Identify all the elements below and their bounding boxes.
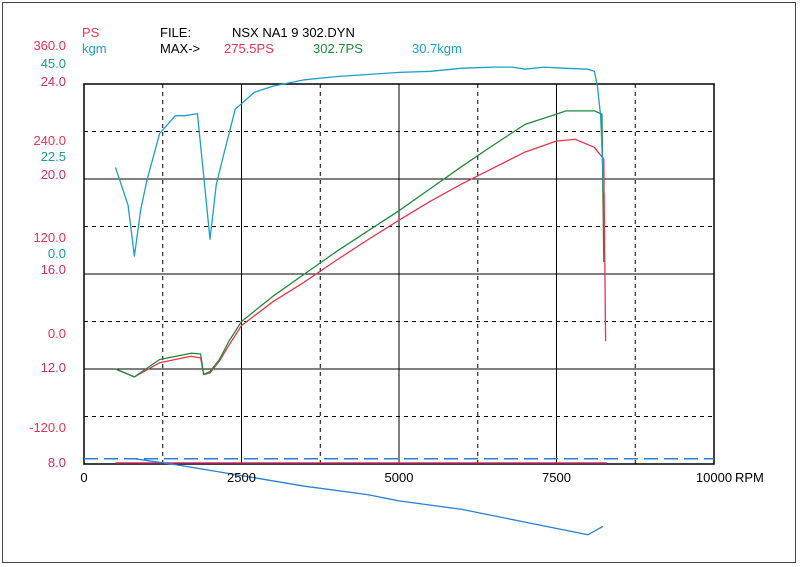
max-kgm: 30.7kgm [412, 41, 462, 56]
x-tick-label: 5000 [385, 470, 414, 485]
left-axis-label: 20.0 [41, 167, 66, 182]
file-label: FILE: [160, 25, 191, 40]
series-line-blue_dash [134, 458, 604, 536]
left-axis-label: 240.0 [33, 133, 66, 148]
max-ps-red: 275.5PS [224, 41, 274, 56]
left-axis-label: 0.0 [48, 246, 66, 261]
file-name: NSX NA1 9 302.DYN [232, 25, 355, 40]
series-line-red [115, 138, 607, 378]
left-axis-label: 0.0 [48, 326, 66, 341]
x-axis-label: RPM [735, 470, 764, 485]
series-layer [84, 66, 714, 536]
x-tick-label: 10000 [696, 470, 732, 485]
x-tick-label: 7500 [542, 470, 571, 485]
left-axis-label: 12.0 [41, 360, 66, 375]
kgm-unit-label: kgm [82, 41, 107, 56]
left-axis-label: 22.5 [41, 149, 66, 164]
max-ps-green: 302.7PS [313, 41, 363, 56]
series-line-green [115, 110, 605, 378]
left-axis-labels: 360.045.024.0240.022.520.0120.00.016.00.… [29, 38, 66, 470]
left-axis-label: -120.0 [29, 420, 66, 435]
left-axis-label: 24.0 [41, 74, 66, 89]
x-tick-label: 0 [80, 470, 87, 485]
ps-unit-label: PS [82, 25, 100, 40]
left-axis-label: 16.0 [41, 262, 66, 277]
left-axis-label: 120.0 [33, 230, 66, 245]
x-tick-label: 2500 [227, 470, 256, 485]
grid [84, 84, 714, 464]
left-axis-label: 45.0 [41, 56, 66, 71]
left-axis-label: 8.0 [48, 455, 66, 470]
x-axis-ticks: 0 2500 5000 7500 10000 [80, 470, 732, 485]
series-line-cyan [114, 66, 605, 257]
max-label: MAX-> [160, 41, 200, 56]
left-axis-label: 360.0 [33, 38, 66, 53]
